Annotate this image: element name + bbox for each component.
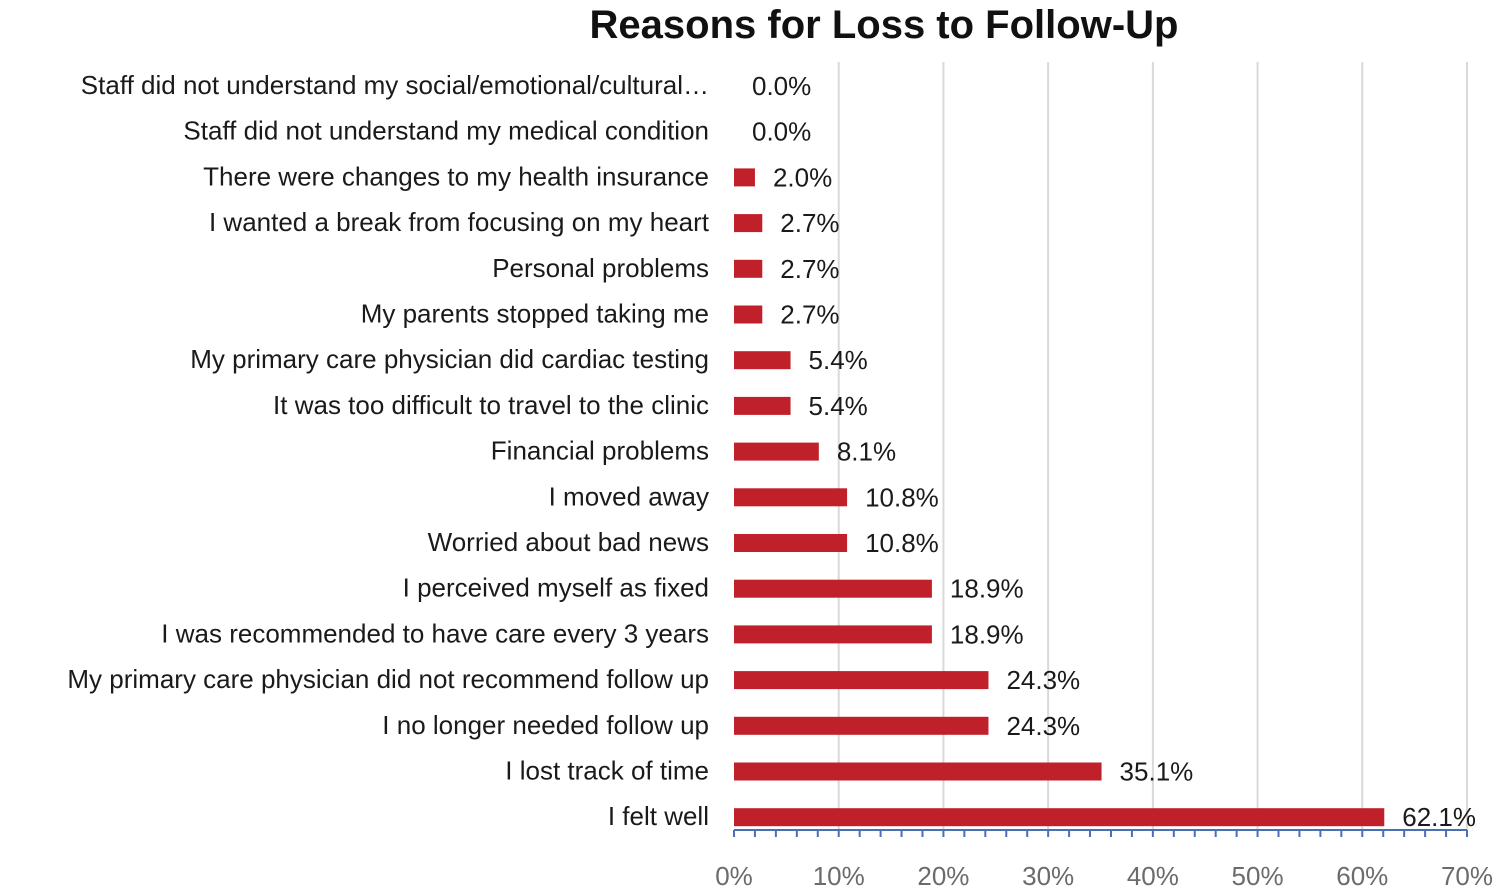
bar bbox=[734, 396, 791, 415]
category-label: Financial problems bbox=[491, 436, 709, 466]
value-label: 18.9% bbox=[950, 619, 1024, 649]
category-label: My primary care physician did not recomm… bbox=[67, 664, 709, 694]
category-label: It was too difficult to travel to the cl… bbox=[273, 390, 709, 420]
x-tick-label: 60% bbox=[1336, 861, 1388, 891]
category-label: I lost track of time bbox=[505, 756, 709, 786]
category-label: I perceived myself as fixed bbox=[403, 573, 709, 603]
category-label: Worried about bad news bbox=[428, 527, 709, 557]
value-label: 10.8% bbox=[865, 528, 939, 558]
chart-title: Reasons for Loss to Follow-Up bbox=[590, 3, 1179, 47]
value-label: 8.1% bbox=[837, 437, 896, 467]
category-label: Staff did not understand my social/emoti… bbox=[81, 70, 709, 100]
category-label: I no longer needed follow up bbox=[382, 710, 709, 740]
value-label: 35.1% bbox=[1120, 757, 1194, 787]
bar bbox=[734, 488, 848, 507]
category-label: I was recommended to have care every 3 y… bbox=[161, 618, 709, 648]
bar bbox=[734, 259, 763, 278]
bars bbox=[734, 168, 1385, 827]
bar bbox=[734, 351, 791, 370]
value-label: 18.9% bbox=[950, 574, 1024, 604]
value-label: 5.4% bbox=[809, 391, 868, 421]
value-label: 2.7% bbox=[780, 208, 839, 238]
x-tick-label: 0% bbox=[715, 861, 753, 891]
bar bbox=[734, 808, 1385, 827]
value-label: 2.0% bbox=[773, 162, 832, 192]
x-tick-label: 70% bbox=[1441, 861, 1493, 891]
value-label: 10.8% bbox=[865, 482, 939, 512]
bar bbox=[734, 534, 848, 552]
category-labels: Staff did not understand my social/emoti… bbox=[67, 70, 709, 831]
value-label: 2.7% bbox=[780, 300, 839, 330]
bar bbox=[734, 716, 989, 735]
x-tick-label: 30% bbox=[1022, 861, 1074, 891]
bar bbox=[734, 625, 932, 644]
bar bbox=[734, 762, 1102, 781]
x-tick-label: 20% bbox=[917, 861, 969, 891]
category-label: I wanted a break from focusing on my hea… bbox=[209, 207, 710, 237]
bar bbox=[734, 168, 755, 187]
category-label: Personal problems bbox=[492, 253, 709, 283]
category-label: Staff did not understand my medical cond… bbox=[183, 116, 709, 146]
category-label: There were changes to my health insuranc… bbox=[203, 161, 709, 191]
value-label: 62.1% bbox=[1402, 802, 1476, 832]
x-tick-labels: 0% 10% 20% 30% 40% 50% 60% 70% bbox=[715, 861, 1493, 891]
value-labels: 0.0% 0.0% 2.0% 2.7% 2.7% 2.7% 5.4% 5.4% 8.1% 10.8… bbox=[752, 71, 1476, 832]
value-label: 24.3% bbox=[1006, 665, 1080, 695]
x-tick-label: 40% bbox=[1127, 861, 1179, 891]
category-label: My primary care physician did cardiac te… bbox=[190, 344, 709, 374]
value-label: 0.0% bbox=[752, 117, 811, 147]
category-label: My parents stopped taking me bbox=[361, 299, 709, 329]
value-label: 0.0% bbox=[752, 71, 811, 101]
bar bbox=[734, 214, 763, 233]
category-label: I moved away bbox=[549, 481, 709, 511]
value-label: 24.3% bbox=[1006, 711, 1080, 741]
bar bbox=[734, 305, 763, 324]
bar bbox=[734, 442, 819, 461]
value-label: 2.7% bbox=[780, 254, 839, 284]
x-tick-label: 10% bbox=[813, 861, 865, 891]
bar bbox=[734, 579, 932, 598]
bar bbox=[734, 671, 989, 690]
x-tick-label: 50% bbox=[1232, 861, 1284, 891]
gridlines bbox=[837, 62, 1468, 830]
x-axis bbox=[733, 829, 1468, 837]
value-label: 5.4% bbox=[809, 345, 868, 375]
category-label: I felt well bbox=[608, 801, 709, 831]
